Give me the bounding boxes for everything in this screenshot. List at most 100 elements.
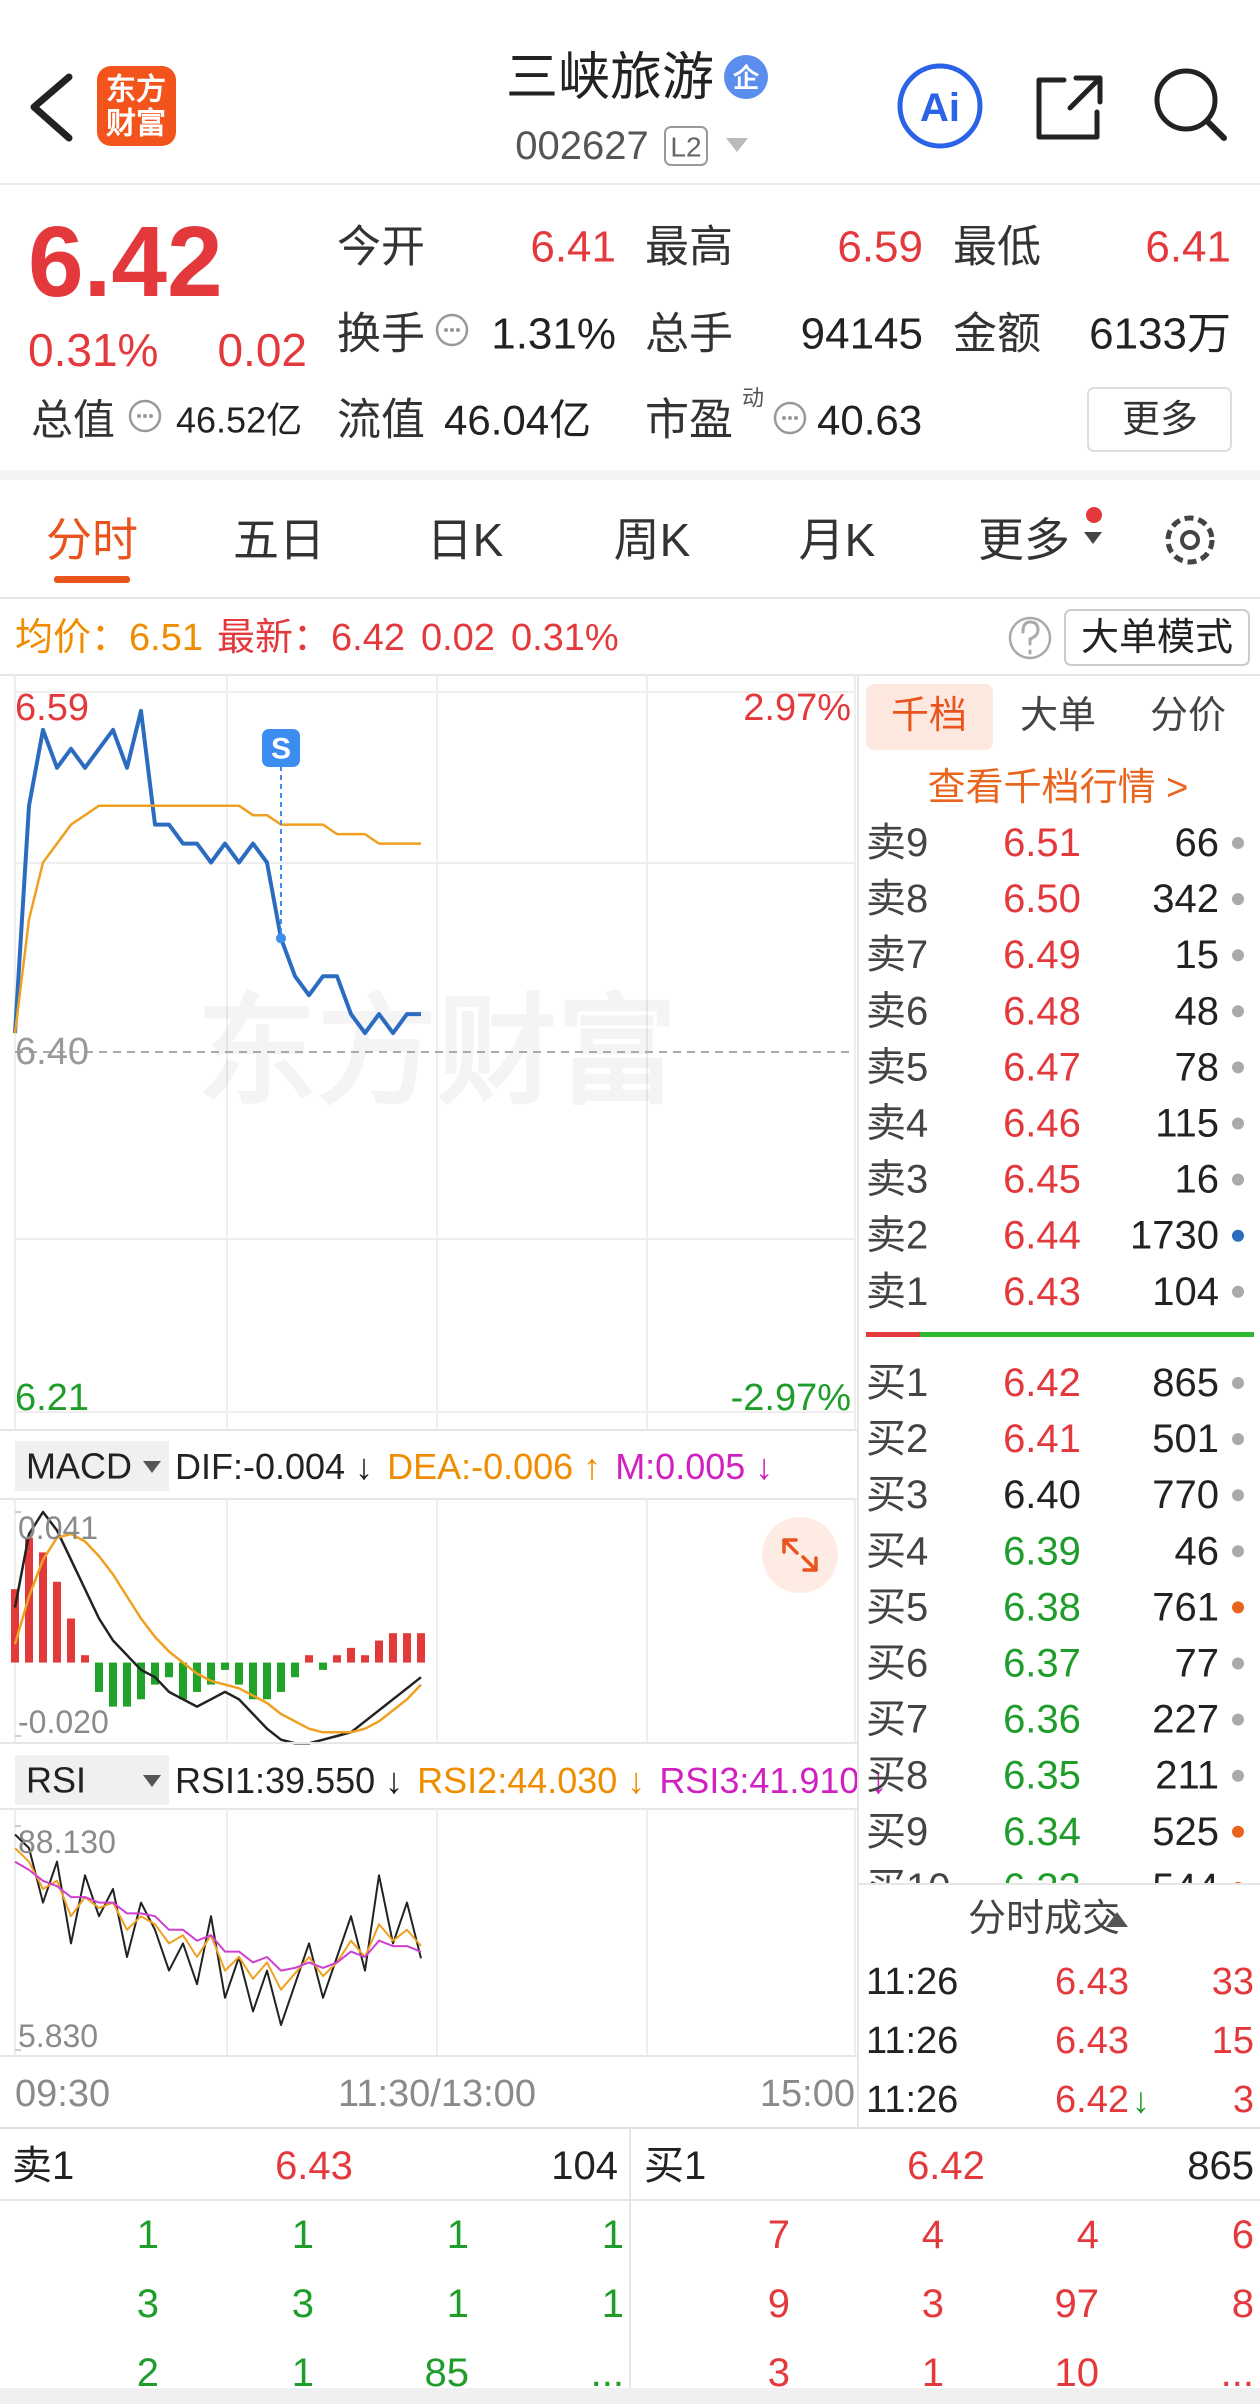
tab[interactable]: 分时 xyxy=(46,514,138,566)
info-icon-dot xyxy=(794,416,798,420)
level-volume: 115 xyxy=(1155,1102,1219,1146)
back-button[interactable] xyxy=(30,73,73,142)
tab[interactable]: 更多 xyxy=(978,514,1070,566)
info-icon xyxy=(128,399,162,433)
level-label: 卖1 xyxy=(866,1270,928,1314)
y-tick-label: 5.830 xyxy=(18,2018,98,2054)
app-logo xyxy=(97,66,176,146)
level-price: 6.51 xyxy=(1003,821,1081,865)
change-pct: 0.31% xyxy=(28,324,158,376)
field-label: 今开 xyxy=(337,223,425,272)
level-label: 买10 xyxy=(866,1866,951,1910)
field-label: 市盈 xyxy=(645,396,733,445)
text-part: RSI1:39.550 ↓ xyxy=(175,1760,403,1801)
level-dot xyxy=(1232,1769,1244,1782)
level-price: 6.47 xyxy=(1003,1045,1081,1089)
more-button[interactable] xyxy=(1087,387,1232,452)
level-price: 6.41 xyxy=(1003,1417,1081,1461)
indicator-name[interactable]: MACD xyxy=(26,1446,132,1487)
y2-tick-label: 2.97% xyxy=(743,687,851,729)
tab[interactable]: 月K xyxy=(799,514,876,566)
indicator-selector[interactable] xyxy=(15,1441,169,1491)
y-tick-label: 88.130 xyxy=(18,1824,116,1860)
dropdown-arrow xyxy=(726,138,748,152)
bottom-bar xyxy=(0,2388,1260,2404)
level-price: 6.40 xyxy=(1003,1473,1081,1517)
book-tab[interactable]: 千档 xyxy=(891,695,967,737)
trade-volume: 33 xyxy=(1212,1961,1254,2003)
section-gap xyxy=(0,470,1260,480)
level-label: 买2 xyxy=(866,1417,928,1461)
ai-label: Ai xyxy=(920,86,960,130)
book-tab-active[interactable] xyxy=(866,684,993,750)
book-link[interactable]: 查看千档行情 > xyxy=(928,767,1189,809)
level-volume: 77 xyxy=(1175,1642,1220,1686)
settings-button[interactable] xyxy=(1165,515,1215,565)
y-tick-label: -0.020 xyxy=(18,1704,109,1740)
level-price: 6.34 xyxy=(1003,1810,1081,1854)
macd-bar xyxy=(207,1662,215,1685)
queue-order: ... xyxy=(591,2351,624,2395)
collapse-arrow xyxy=(1106,1912,1128,1927)
text-part: RSI3:41.910 ↓ xyxy=(659,1760,887,1801)
ai-button[interactable] xyxy=(897,63,983,149)
search-button[interactable] xyxy=(1154,68,1218,132)
level-price: 6.36 xyxy=(1003,1698,1081,1742)
x-tick-label: 15:00 xyxy=(760,2073,855,2115)
trade-price: 6.42 xyxy=(1055,2079,1129,2121)
queue-label: 买1 xyxy=(644,2144,706,2188)
queue-order: ... xyxy=(1221,2351,1254,2395)
text-part: DIF:-0.004 ↓ xyxy=(175,1446,373,1487)
level-volume: 525 xyxy=(1152,1810,1219,1854)
level-volume: 46 xyxy=(1175,1529,1220,1573)
text-part: 6.42 xyxy=(331,617,405,659)
macd-bar xyxy=(417,1633,425,1663)
level-volume: 544 xyxy=(1152,1866,1219,1910)
level-label: 卖4 xyxy=(866,1102,928,1146)
level-volume: 770 xyxy=(1152,1473,1219,1517)
share-button[interactable] xyxy=(1036,75,1103,140)
level-dot xyxy=(1232,1433,1244,1446)
rsi-line xyxy=(14,1860,422,1972)
info-icon-dot xyxy=(149,414,153,418)
level: L2 xyxy=(670,132,701,163)
indicator-selector[interactable] xyxy=(15,1755,169,1805)
level-price: 6.38 xyxy=(1003,1585,1081,1629)
queue-volume: 104 xyxy=(551,2144,618,2188)
macd-bar xyxy=(403,1633,411,1663)
level-label: 卖7 xyxy=(866,933,928,977)
level-volume: 211 xyxy=(1155,1754,1219,1798)
level-price: 6.50 xyxy=(1003,877,1081,921)
y-tick-label: 6.40 xyxy=(15,1031,89,1073)
level-label: 卖2 xyxy=(866,1214,928,1258)
spread-bar-ask xyxy=(866,1332,920,1337)
level-box xyxy=(664,126,708,166)
trade-time: 11:26 xyxy=(866,1961,958,2003)
book-tab[interactable]: 分价 xyxy=(1150,695,1226,737)
text-part: 0.02 xyxy=(421,617,495,659)
tab[interactable]: 日K xyxy=(427,514,504,566)
level-volume: 865 xyxy=(1152,1361,1219,1405)
y2-tick-label: -2.97% xyxy=(731,1377,851,1419)
field-label: 总手 xyxy=(645,310,733,359)
queue-order: 10 xyxy=(1055,2351,1100,2395)
field-value: 6133万 xyxy=(1089,310,1231,359)
level-dot xyxy=(1232,1657,1244,1670)
expand-button[interactable] xyxy=(762,1517,838,1593)
annotation-point xyxy=(276,933,286,944)
queue-order: 9 xyxy=(768,2282,790,2326)
tab[interactable]: 周K xyxy=(614,514,691,566)
more-label[interactable]: 更多 xyxy=(1122,399,1198,441)
mode-label[interactable]: 大单模式 xyxy=(1081,617,1233,659)
book-tab[interactable]: 大单 xyxy=(1020,695,1096,737)
trade-volume: 15 xyxy=(1212,2020,1254,2062)
level-label: 买6 xyxy=(866,1642,928,1686)
level-volume: 761 xyxy=(1152,1585,1219,1629)
level-dot xyxy=(1234,1881,1242,1883)
tab[interactable]: 五日 xyxy=(233,514,325,566)
info-icon xyxy=(435,313,469,347)
level-dot xyxy=(1232,949,1244,962)
mode-button[interactable] xyxy=(1064,609,1250,666)
indicator-name[interactable]: RSI xyxy=(26,1760,86,1801)
